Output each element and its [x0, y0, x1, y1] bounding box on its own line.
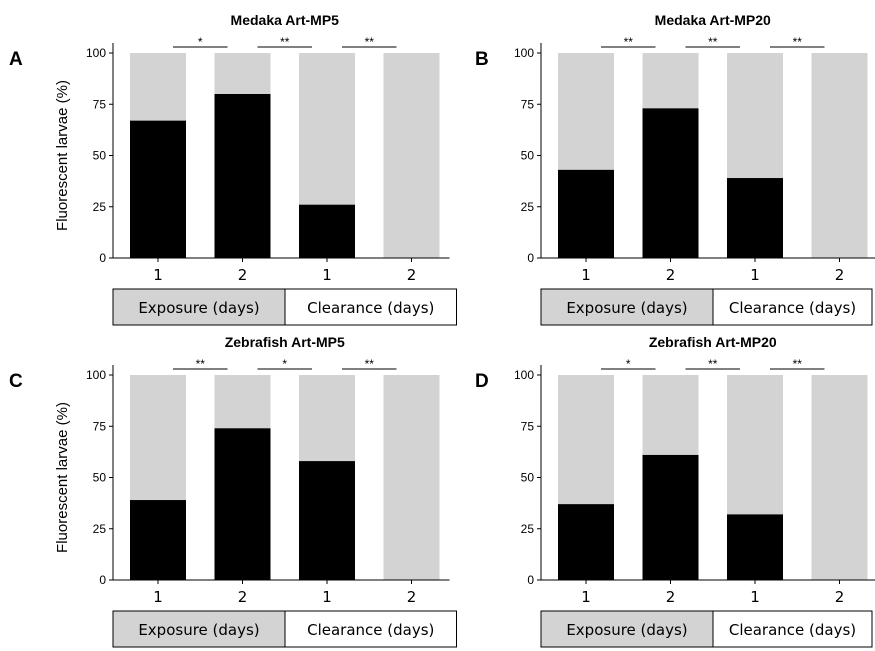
y-tick-label: 100: [514, 46, 534, 60]
significance-label: *: [198, 35, 203, 49]
y-tick-label: 0: [527, 251, 534, 265]
x-tick-label: 2: [835, 266, 845, 284]
y-tick-label: 100: [514, 368, 534, 382]
x-tick-label: 2: [407, 266, 417, 284]
y-tick-label: 50: [521, 149, 535, 163]
significance-label: **: [793, 357, 803, 371]
bar: [727, 178, 783, 258]
x-tick-label: 1: [322, 588, 332, 606]
x-tick-label: 1: [153, 588, 163, 606]
panel-letter: D: [475, 371, 489, 392]
exposure-group-box: [112, 288, 286, 326]
clearance-group-box: [284, 610, 457, 648]
exposure-group-label: Exposure (days): [138, 621, 259, 639]
x-tick-label: 1: [750, 588, 760, 606]
bar: [130, 120, 186, 259]
x-tick-label: 1: [322, 266, 332, 284]
chart-title: Zebrafish Art-MP5: [225, 334, 345, 350]
exposure-group-box: [540, 610, 714, 648]
y-tick-label: 25: [521, 522, 535, 536]
y-tick-label: 0: [99, 573, 106, 587]
y-axis-label: Fluorescent larvae (%): [54, 402, 71, 553]
significance-label: **: [708, 35, 718, 49]
clearance-group-label: Clearance (days): [307, 621, 434, 639]
clearance-group-box: [284, 288, 457, 326]
x-tick-label: 1: [153, 266, 163, 284]
y-tick-label: 75: [93, 97, 107, 111]
bar: [130, 500, 186, 580]
clearance-group-box: [712, 610, 873, 648]
significance-label: **: [196, 357, 206, 371]
significance-label: *: [626, 357, 631, 371]
x-tick-label: 2: [238, 588, 248, 606]
y-axis-label: Fluorescent larvae (%): [54, 80, 71, 231]
bar: [558, 169, 614, 258]
y-tick-label: 100: [86, 46, 106, 60]
clearance-group-box: [712, 288, 873, 326]
exposure-group-box: [540, 288, 714, 326]
bar: [214, 428, 271, 580]
y-tick-label: 75: [521, 419, 535, 433]
x-tick-label: 2: [407, 588, 417, 606]
bar: [642, 454, 699, 580]
exposure-group-label: Exposure (days): [138, 299, 259, 317]
x-tick-label: 1: [581, 266, 591, 284]
panel-letter: B: [475, 49, 489, 70]
y-tick-label: 25: [93, 522, 107, 536]
chart-title: Medaka Art-MP20: [655, 12, 771, 28]
y-tick-label: 50: [521, 471, 535, 485]
bar: [558, 504, 614, 580]
bar-background: [383, 53, 440, 258]
x-tick-label: 2: [238, 266, 248, 284]
y-tick-label: 25: [521, 200, 535, 214]
x-tick-label: 1: [750, 266, 760, 284]
x-tick-label: 2: [835, 588, 845, 606]
significance-label: **: [624, 35, 634, 49]
exposure-group-box: [112, 610, 286, 648]
bar-background: [811, 53, 868, 258]
y-tick-label: 25: [93, 200, 107, 214]
y-tick-label: 0: [527, 573, 534, 587]
panel-letter: A: [9, 49, 23, 70]
bar: [299, 204, 355, 258]
clearance-group-label: Clearance (days): [307, 299, 434, 317]
significance-label: **: [280, 35, 290, 49]
clearance-group-label: Clearance (days): [729, 621, 856, 639]
significance-label: **: [365, 357, 375, 371]
bar: [299, 461, 355, 580]
bar-background: [383, 375, 440, 580]
chart-title: Medaka Art-MP5: [231, 12, 340, 28]
bar: [727, 514, 783, 580]
y-tick-label: 75: [93, 419, 107, 433]
significance-label: **: [365, 35, 375, 49]
bar: [642, 108, 699, 258]
x-tick-label: 2: [666, 588, 676, 606]
y-tick-label: 50: [93, 149, 107, 163]
bar: [214, 94, 271, 258]
bar-background: [811, 375, 868, 580]
y-tick-label: 100: [86, 368, 106, 382]
x-tick-label: 1: [581, 588, 591, 606]
clearance-group-label: Clearance (days): [729, 299, 856, 317]
chart-title: Zebrafish Art-MP20: [649, 334, 777, 350]
exposure-group-label: Exposure (days): [566, 299, 687, 317]
significance-label: **: [708, 357, 718, 371]
significance-label: **: [793, 35, 803, 49]
y-tick-label: 75: [521, 97, 535, 111]
exposure-group-label: Exposure (days): [566, 621, 687, 639]
y-tick-label: 50: [93, 471, 107, 485]
x-tick-label: 2: [666, 266, 676, 284]
y-tick-label: 0: [99, 251, 106, 265]
significance-label: *: [282, 357, 287, 371]
panel-letter: C: [9, 371, 23, 392]
